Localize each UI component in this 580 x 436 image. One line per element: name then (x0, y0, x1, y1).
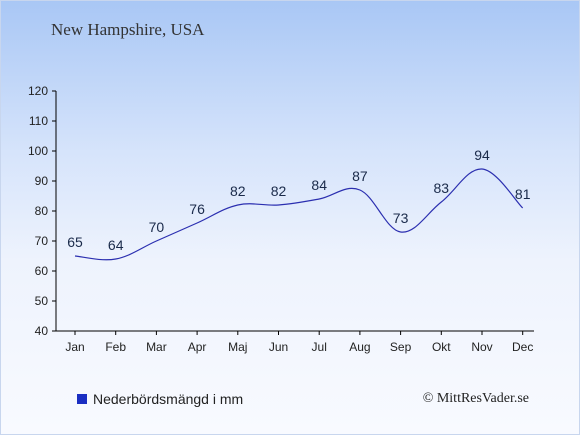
data-labels: 65 64 70 76 82 82 84 87 73 83 94 81 (67, 147, 530, 253)
x-tick-label: Dec (512, 340, 533, 354)
data-label: 82 (230, 183, 246, 199)
x-tick-label: Feb (105, 340, 126, 354)
data-label: 87 (352, 168, 368, 184)
data-label: 82 (271, 183, 287, 199)
legend-label: Nederbördsmängd i mm (93, 391, 244, 407)
x-tick-label: Aug (349, 340, 370, 354)
y-tick-label: 50 (35, 294, 49, 308)
data-label: 65 (67, 234, 83, 250)
y-tick-label: 100 (28, 144, 48, 158)
data-label: 83 (434, 180, 450, 196)
y-tick-label: 120 (28, 84, 48, 98)
series-line (74, 168, 524, 261)
legend: Nederbördsmängd i mm (77, 391, 243, 407)
x-tick-label: Jun (269, 340, 288, 354)
data-label: 70 (149, 219, 165, 235)
y-tick-label: 110 (29, 114, 48, 128)
x-axis-ticks: Jan Feb Mar Apr Maj Jun Jul Aug Sep Okt Nov Dec (65, 331, 533, 354)
data-label: 73 (393, 210, 409, 226)
legend-swatch (77, 394, 87, 404)
x-tick-label: Maj (228, 340, 247, 354)
x-tick-label: Nov (471, 340, 492, 354)
x-tick-label: Jul (312, 340, 327, 354)
chart-title: New Hampshire, USA (51, 20, 205, 39)
x-tick-label: Apr (188, 340, 207, 354)
y-tick-label: 60 (35, 264, 49, 278)
x-tick-label: Okt (432, 340, 451, 354)
y-tick-label: 80 (35, 204, 49, 218)
x-tick-label: Sep (390, 340, 412, 354)
data-label: 84 (311, 177, 327, 193)
data-label: 81 (515, 186, 531, 202)
data-label: 64 (108, 237, 124, 253)
y-tick-label: 40 (35, 324, 49, 338)
axes (55, 91, 534, 332)
y-tick-label: 90 (35, 174, 49, 188)
y-tick-label: 70 (35, 234, 49, 248)
data-label: 76 (189, 201, 205, 217)
y-axis-ticks: 40 50 60 70 80 90 100 110 120 (28, 84, 56, 338)
x-tick-label: Mar (146, 340, 167, 354)
credit-text: © MittResVader.se (422, 391, 529, 406)
data-label: 94 (474, 147, 490, 163)
x-tick-label: Jan (65, 340, 84, 354)
